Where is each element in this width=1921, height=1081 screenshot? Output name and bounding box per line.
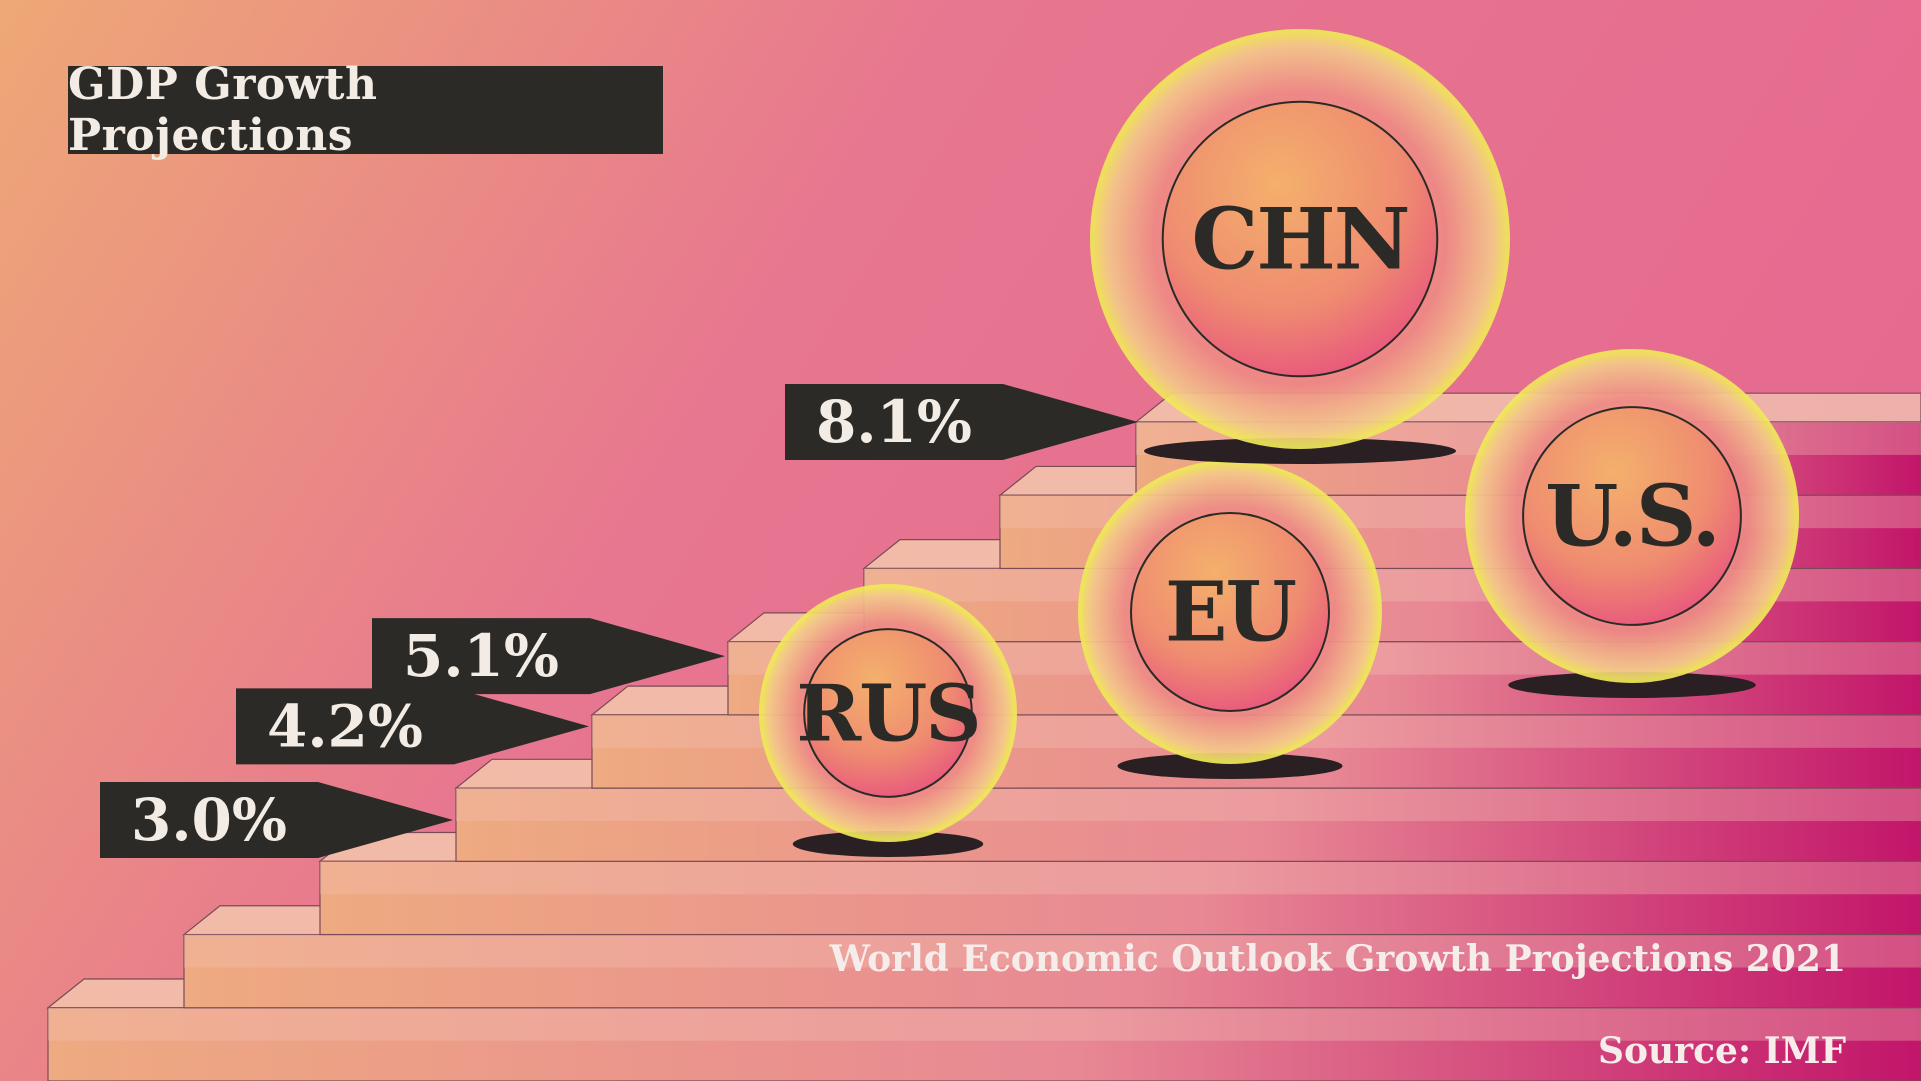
stair-riser [455, 787, 1921, 862]
arrow-pointer [454, 688, 589, 765]
value-label-text: 4.2% [267, 692, 423, 760]
bubble-label: CHN [1191, 189, 1408, 288]
value-label: 3.0% [100, 782, 453, 858]
value-label-box [236, 688, 454, 765]
value-labels: 3.0% 4.2%5.1% 8.1% [100, 384, 1138, 858]
stair-riser-highlight [184, 934, 1921, 968]
bubble-eu: EU [1078, 460, 1382, 779]
value-label-text: 3.0% [131, 786, 287, 854]
value-label-box [100, 782, 318, 858]
stair-riser [319, 860, 1921, 936]
value-label-box [372, 618, 590, 695]
chart-source: Source: IMF [1597, 1030, 1846, 1072]
bubble-us: U.S. [1465, 349, 1799, 698]
bubble-core [803, 628, 973, 798]
bubble-rus: RUS [759, 584, 1017, 857]
bubble-shadow [1117, 753, 1343, 779]
bubble-core [1522, 406, 1742, 626]
stair-riser-highlight [320, 861, 1921, 895]
bubble-shadow [1508, 672, 1756, 698]
value-label: 5.1% [372, 618, 725, 695]
arrow-pointer [590, 618, 725, 695]
value-label-text: 8.1% [816, 388, 972, 456]
value-label-text: 5.1% [403, 622, 559, 690]
bubble-label: U.S. [1545, 466, 1719, 565]
stair-riser-highlight [456, 788, 1921, 822]
arrow-pointer [1003, 384, 1138, 460]
bubble-core [1161, 100, 1439, 378]
bubble-core [1130, 512, 1330, 712]
country-bubbles: RUS EU U.S. CHN [759, 29, 1799, 857]
bubble-label: EU [1165, 565, 1296, 661]
chart-subtitle: World Economic Outlook Growth Projection… [829, 938, 1846, 980]
arrow-pointer [318, 782, 453, 858]
value-label: 4.2% [236, 688, 589, 765]
stair-riser [47, 1007, 1921, 1081]
bubble-shadow [792, 831, 984, 857]
bubble-chn: CHN [1090, 29, 1510, 464]
value-label: 8.1% [785, 384, 1138, 460]
bubble-shadow [1144, 438, 1456, 464]
bubble-label: RUS [796, 668, 979, 759]
value-label-box [785, 384, 1003, 460]
chart-title: GDP Growth Projections [68, 59, 663, 161]
stair-riser-highlight [48, 1007, 1921, 1041]
